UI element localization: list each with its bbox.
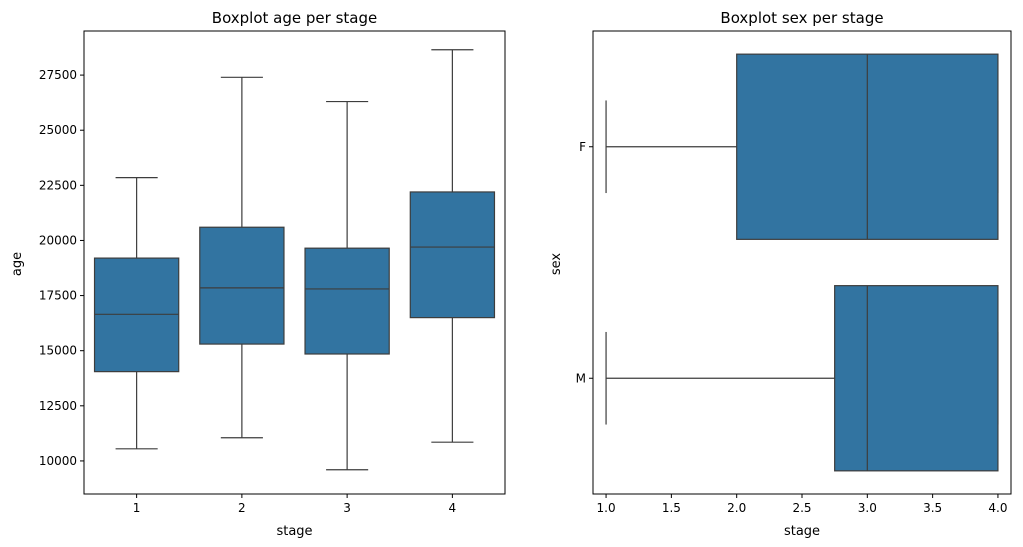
left-xtick-label: 4 — [449, 501, 457, 515]
right-xtick-label: 3.0 — [858, 501, 877, 515]
left-ytick-label: 15000 — [39, 344, 77, 358]
left-xtick-label: 1 — [133, 501, 141, 515]
left-ytick-label: 17500 — [39, 289, 77, 303]
iqr-box — [834, 285, 999, 472]
left-xtick-label: 2 — [238, 501, 246, 515]
left-ytick-label: 10000 — [39, 454, 77, 468]
iqr-box — [409, 191, 496, 319]
left-xtick-label: 3 — [343, 501, 351, 515]
left-ytick-label: 20000 — [39, 233, 77, 247]
left-box-stage-1 — [93, 177, 180, 450]
right-chart-xlabel: stage — [784, 524, 820, 539]
left-box-stage-2 — [199, 76, 285, 439]
left-chart-title: Boxplot age per stage — [212, 9, 377, 27]
left-ytick-label: 22500 — [39, 178, 77, 192]
right-ytick-label: M — [576, 371, 586, 385]
right-box-sex-M — [605, 285, 999, 472]
left-axes-frame — [83, 30, 506, 495]
left-box-stage-4 — [409, 49, 496, 443]
left-chart-plot-area: 10000 12500 15000 17500 20000 22500 25000 27500… — [39, 30, 506, 515]
right-xtick-label: 2.0 — [727, 501, 746, 515]
right-xtick-label: 1.5 — [662, 501, 681, 515]
right-xtick-label: 1.0 — [597, 501, 616, 515]
right-xtick-label: 2.5 — [792, 501, 811, 515]
right-ytick-label: F — [579, 140, 586, 154]
left-box-stage-3 — [304, 100, 390, 471]
left-ytick-label: 25000 — [39, 123, 77, 137]
right-chart-title: Boxplot sex per stage — [720, 9, 883, 27]
iqr-box — [199, 226, 285, 345]
right-xtick-label: 4.0 — [988, 501, 1007, 515]
right-xtick-label: 3.5 — [923, 501, 942, 515]
right-box-sex-F — [605, 53, 999, 240]
right-chart-ylabel: sex — [549, 253, 564, 276]
left-chart-xlabel: stage — [276, 524, 312, 539]
left-chart-ylabel: age — [10, 252, 25, 276]
left-ytick-label: 12500 — [39, 399, 77, 413]
iqr-box — [304, 247, 390, 355]
left-ytick-label: 27500 — [39, 68, 77, 82]
right-chart-plot-area: 1.0 1.5 2.0 2.5 3.0 3.5 4.0 F M — [576, 30, 1012, 515]
